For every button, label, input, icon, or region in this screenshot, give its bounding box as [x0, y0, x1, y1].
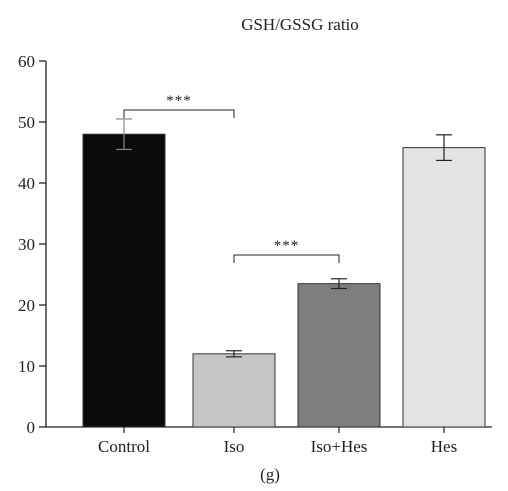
y-tick-label: 20 [18, 296, 35, 315]
bar-control [82, 133, 166, 428]
x-tick-label: Iso [224, 437, 245, 456]
y-tick-label: 10 [18, 357, 35, 376]
bar-iso-hes [297, 283, 381, 428]
y-tick-label: 50 [18, 113, 35, 132]
significance-label: *** [274, 238, 300, 254]
x-tick-label: Control [98, 437, 150, 456]
significance-label: *** [166, 93, 192, 109]
x-tick-label: Hes [431, 437, 457, 456]
significance-bracket [123, 109, 235, 118]
bar-iso [192, 353, 276, 428]
panel-label: (g) [260, 465, 280, 484]
y-tick-label: 0 [27, 418, 36, 437]
significance-bracket [233, 254, 340, 263]
plot-area: 0 10 20 30 40 50 60 Control Iso Iso+Hes Hes *** *** [18, 52, 492, 456]
y-tick-label: 60 [18, 52, 35, 71]
y-tick-label: 30 [18, 235, 35, 254]
chart-title: GSH/GSSG ratio [241, 15, 359, 34]
x-tick-label: Iso+Hes [311, 437, 368, 456]
y-tick-label: 40 [18, 174, 35, 193]
bar-hes [402, 147, 486, 428]
